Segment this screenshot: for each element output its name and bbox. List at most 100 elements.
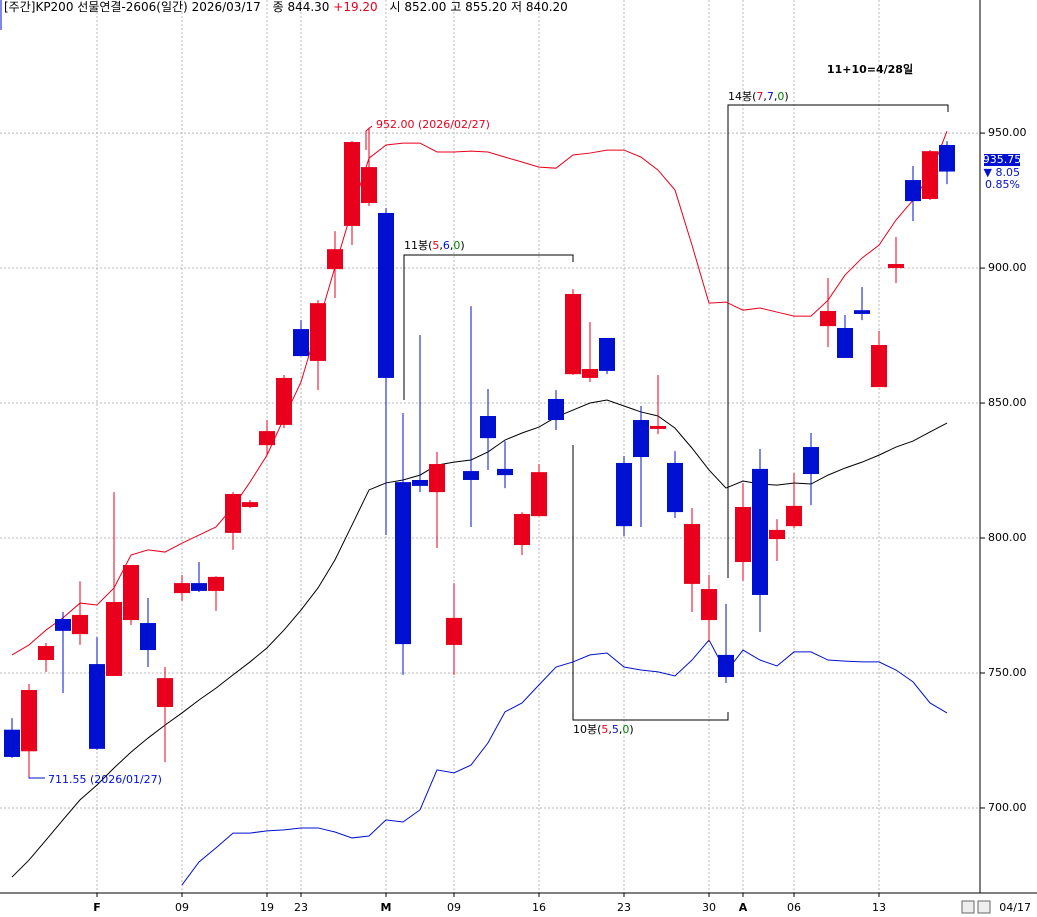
candle-body [922,151,938,199]
candle-body [293,329,309,357]
count-bracket [727,104,949,578]
candle-body [55,618,71,631]
candle-body [718,654,734,678]
candle-body [361,167,377,204]
max-pointer [365,125,373,150]
header-label: 시 [390,0,401,14]
count-piece: , [608,723,612,736]
candle-body [344,141,360,226]
count-label: 10봉(5,5,0) [573,723,634,736]
candle-body [939,144,955,172]
band-line [11,131,948,656]
band-line [181,639,948,886]
tool-button[interactable] [961,900,975,914]
candle-body [157,678,173,708]
candle-body [208,576,224,591]
count-piece: 7 [767,90,774,103]
count-piece: 10봉( [573,723,601,736]
count-label: 14봉(7,7,0) [728,90,789,103]
candle-body [497,468,513,476]
candle-body [72,614,88,635]
band-line [11,399,948,878]
candle-body [633,420,649,458]
header: [주간]KP200 선물연결-2606(일간) 2026/03/17 종 844… [4,0,568,14]
header-title: [주간]KP200 선물연결-2606(일간) [4,0,188,14]
header-value: 844.30 [287,0,329,14]
count-piece: 7 [756,90,763,103]
candle-body [854,310,870,314]
min-note: 711.55 (2026/01/27) [48,773,162,786]
x-tick-label: A [739,901,748,914]
forecast: 11+10=4/28일 [827,62,913,76]
header-label: 종 [273,0,284,14]
header-value: 840.20 [526,0,568,14]
x-tick-label: F [93,901,101,914]
candle-body [225,494,241,533]
count-piece: 11봉( [404,239,432,252]
count-piece: 0 [777,90,784,103]
header-label: 저 [511,0,522,14]
candle-body [752,468,768,595]
max-note: 952.00 (2026/02/27) [376,118,490,131]
header-date: 2026/03/17 [192,0,261,14]
x-tick-label: 16 [532,901,546,914]
candle-body [769,529,785,540]
x-tick-label: 23 [617,901,631,914]
count-piece: , [450,239,454,252]
last-change-pct: 0.85% [985,178,1020,191]
candle-body [514,513,530,546]
zoom-button[interactable] [977,900,991,914]
count-piece: 5 [601,723,608,736]
x-tick-label: 06 [787,901,801,914]
candle-body [242,502,258,507]
header-value: 855.20 [465,0,507,14]
candle-body [429,464,445,493]
count-piece: ) [460,239,464,252]
count-piece: ) [629,723,633,736]
count-piece: ) [784,90,788,103]
candle-body [21,689,37,752]
candle-body [701,589,717,621]
candle-body [820,310,836,327]
candle-body [191,583,207,591]
y-tick-label: 900.00 [988,261,1027,274]
y-tick-label: 750.00 [988,666,1027,679]
candle-body [463,471,479,480]
candle-body [548,398,564,421]
candle-body [599,337,615,371]
candle-body [446,617,462,645]
candle-body [803,447,819,475]
x-tick-label: 23 [294,901,308,914]
x-tick-label: 30 [702,901,716,914]
candle-body [786,505,802,527]
candle-body [123,565,139,621]
candle-body [888,264,904,269]
candle-body [531,472,547,517]
y-tick-label: 700.00 [988,801,1027,814]
candle-body [378,212,394,378]
candle-body [395,482,411,645]
header-label: 고 [450,0,461,14]
candle-body [565,293,581,375]
x-tick-label: M [381,901,392,914]
y-tick-label: 800.00 [988,531,1027,544]
count-piece: 5 [612,723,619,736]
count-label: 11봉(5,6,0) [404,239,465,252]
candle-body [140,623,156,651]
count-piece: 0 [622,723,629,736]
candle-body [310,303,326,361]
last-price: 935.75 [983,153,1022,166]
x-tick-label: 19 [260,901,274,914]
candle-body [259,431,275,446]
candle-body [735,506,751,563]
count-piece: , [619,723,623,736]
end-date: 04/17 [999,901,1031,914]
y-tick-label: 950.00 [988,126,1027,139]
candle-body [4,729,20,757]
candle-body [582,369,598,378]
candle-body [89,664,105,749]
candle-body [837,327,853,358]
last-change: ▼ 8.05 [984,166,1020,179]
